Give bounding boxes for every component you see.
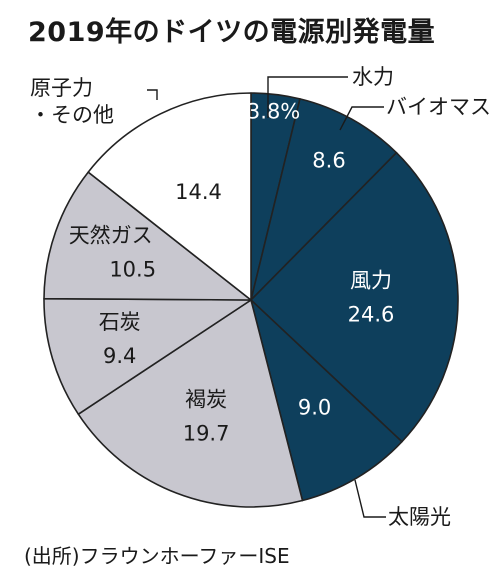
callout-label-solar: 太陽光 — [388, 505, 451, 529]
pie-slice-nuclear-other — [87, 92, 252, 301]
callout-label-hydro: 水力 — [352, 65, 394, 89]
value-label-hydro: 3.8% — [247, 99, 300, 123]
value-label-lignite: 19.7 — [183, 422, 230, 446]
callout-label-biomass: バイオマス — [386, 95, 491, 119]
value-label-gas: 10.5 — [109, 258, 156, 282]
callout-line-hydro — [267, 76, 348, 118]
callout-line-biomass — [339, 106, 384, 131]
value-label-solar: 9.0 — [298, 396, 331, 420]
callout-line-solar — [354, 479, 386, 518]
value-label-coal: 9.4 — [103, 344, 136, 368]
inner-label-gas: 天然ガス — [69, 224, 153, 248]
chart-title: 2019年のドイツの電源別発電量 — [28, 17, 436, 48]
pie-slice-wind — [250, 151, 459, 443]
callout-line-nuclear-other — [147, 89, 158, 100]
pie-slice-solar — [250, 299, 403, 502]
inner-label-coal: 石炭 — [99, 310, 141, 334]
inner-label-lignite: 褐炭 — [185, 388, 227, 412]
value-label-nuclear-other: 14.4 — [175, 180, 222, 204]
pie-slice-lignite — [77, 299, 304, 508]
chart-source: (出所)フラウンホーファーISE — [24, 544, 290, 568]
value-label-wind: 24.6 — [348, 303, 395, 327]
pie-slice-gas — [43, 171, 252, 301]
pie-slice-biomass — [250, 98, 398, 301]
value-label-biomass: 8.6 — [312, 148, 345, 172]
callout-label-nuclear-other-line2: ・その他 — [30, 103, 114, 127]
inner-label-wind: 風力 — [350, 269, 392, 293]
callout-label-nuclear-other-line1: 原子力 — [30, 76, 93, 100]
pie-value-labels: 3.8% 8.6 24.6 9.0 19.7 9.4 10.5 14.4 — [103, 99, 394, 445]
pie-slice-coal — [43, 297, 252, 415]
pie-slices — [43, 92, 459, 508]
